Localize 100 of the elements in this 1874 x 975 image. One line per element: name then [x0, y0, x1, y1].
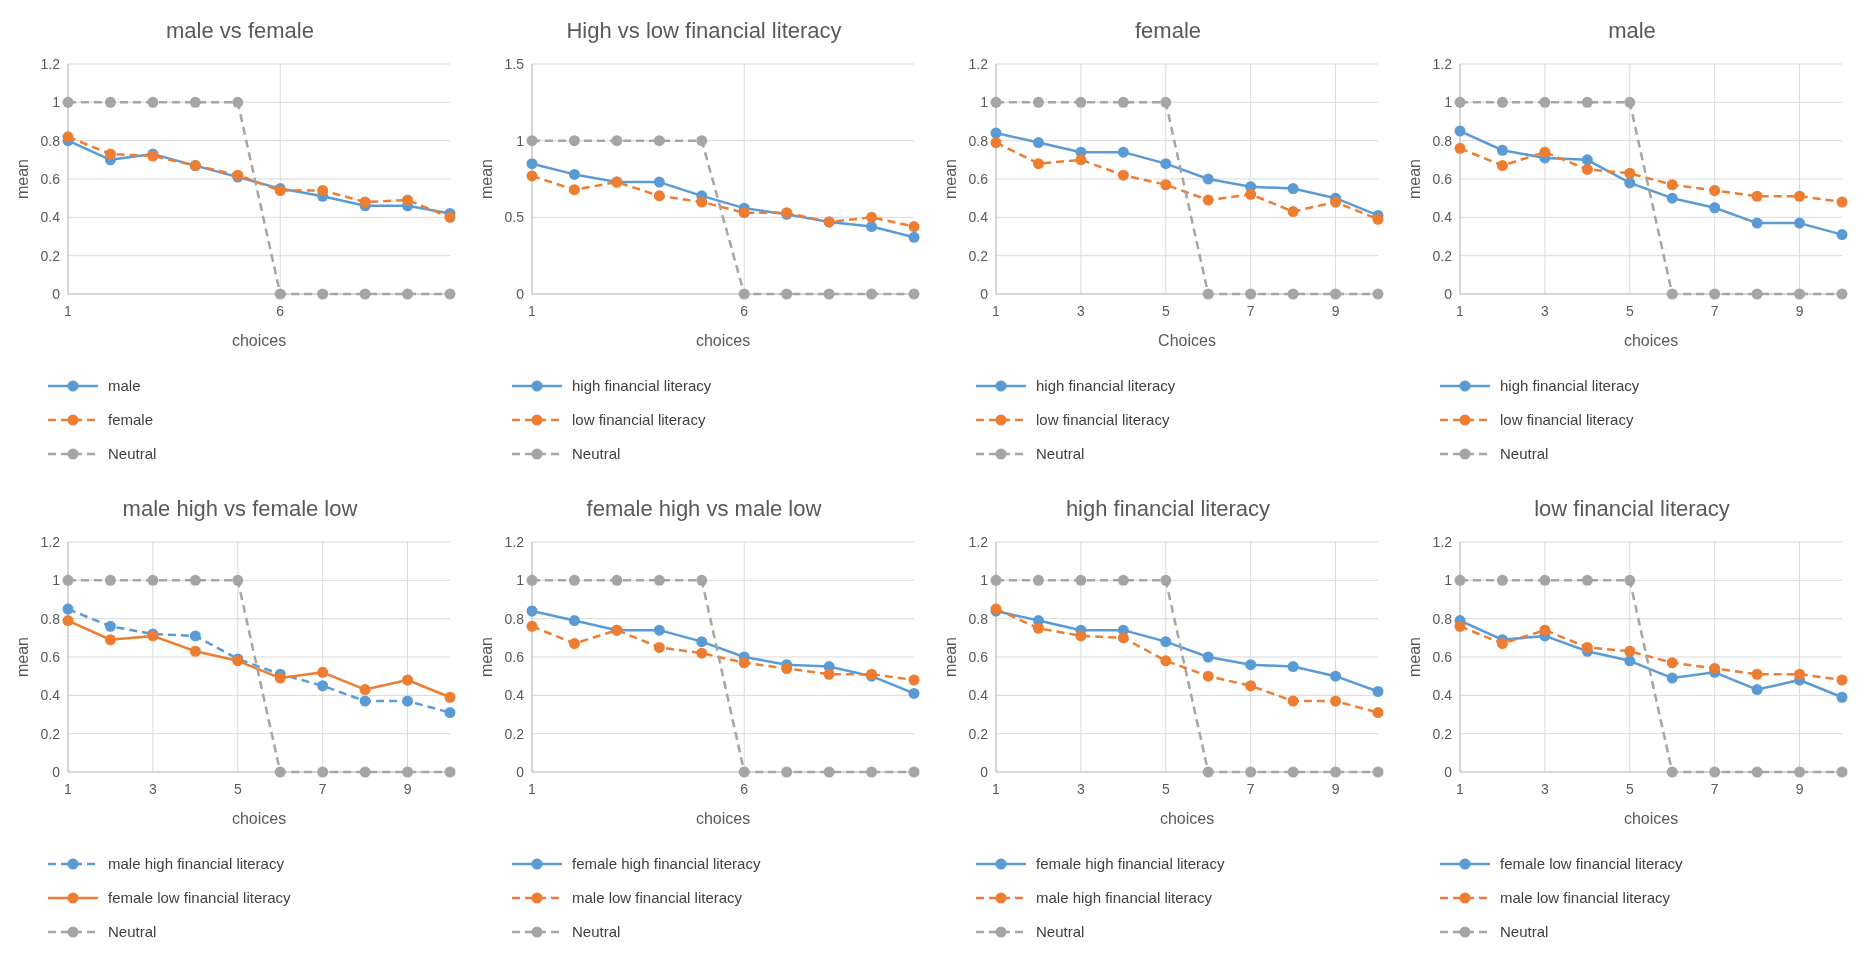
y-tick-label: 0.2: [968, 247, 989, 264]
y-tick-label: 0.5: [504, 209, 525, 226]
y-axis-title: mean: [1406, 158, 1423, 200]
legend-label: high financial literacy: [1036, 377, 1176, 395]
y-tick-label: 0: [516, 285, 525, 302]
y-tick-label: 0.8: [40, 132, 61, 149]
y-axis-title: mean: [942, 158, 959, 200]
x-tick-label: 1: [64, 781, 73, 797]
y-tick-label: 1: [516, 132, 525, 149]
legend-label: Neutral: [1036, 923, 1085, 941]
x-tick-label: 7: [1710, 303, 1719, 319]
x-tick-label: 7: [1710, 781, 1719, 797]
y-tick-label: 0.2: [968, 725, 989, 742]
x-axis-title: choices: [695, 332, 751, 349]
y-tick-label: 0.8: [504, 610, 525, 627]
x-tick-label: 1: [64, 303, 73, 319]
x-axis-title: choices: [1623, 332, 1679, 349]
legend-label: female low financial literacy: [1500, 855, 1684, 873]
y-tick-label: 1: [980, 94, 989, 111]
y-tick-label: 0.6: [1432, 648, 1453, 665]
chart-title: male: [1608, 18, 1656, 43]
legend-label: low financial literacy: [1500, 411, 1634, 429]
x-tick-label: 1: [992, 781, 1001, 797]
x-tick-label: 1: [528, 303, 537, 319]
x-tick-label: 1: [1456, 781, 1465, 797]
y-tick-label: 1: [980, 572, 989, 589]
y-tick-label: 1.2: [40, 55, 61, 72]
y-tick-label: 1: [1444, 572, 1453, 589]
y-tick-label: 0.2: [40, 725, 61, 742]
x-tick-label: 1: [1456, 303, 1465, 319]
y-tick-label: 1.2: [968, 55, 989, 72]
x-tick-label: 9: [1331, 303, 1340, 319]
y-tick-label: 0.4: [504, 687, 525, 704]
x-tick-label: 3: [1540, 781, 1549, 797]
y-tick-label: 0.4: [968, 209, 989, 226]
x-tick-label: 3: [1540, 303, 1549, 319]
x-tick-label: 1: [528, 781, 537, 797]
chart-title: female high vs male low: [586, 496, 822, 521]
y-tick-label: 0.6: [968, 648, 989, 665]
y-tick-label: 0.2: [1432, 247, 1453, 264]
legend-label: female low financial literacy: [108, 889, 292, 907]
legend-label: male high financial literacy: [108, 855, 285, 873]
y-tick-label: 0: [52, 763, 61, 780]
y-tick-label: 1.2: [40, 533, 61, 550]
y-tick-label: 0.4: [1432, 209, 1453, 226]
y-tick-label: 1: [52, 572, 61, 589]
legend-label: male high financial literacy: [1036, 889, 1213, 907]
y-axis-title: mean: [14, 158, 31, 200]
y-tick-label: 1.2: [1432, 533, 1453, 550]
x-axis-title: Choices: [1158, 332, 1216, 349]
y-tick-label: 0.8: [1432, 610, 1453, 627]
y-tick-label: 0.8: [1432, 132, 1453, 149]
y-tick-label: 0.6: [968, 170, 989, 187]
chart-title: male high vs female low: [122, 496, 358, 521]
legend-label: female high financial literacy: [1036, 855, 1225, 873]
x-tick-label: 9: [403, 781, 412, 797]
legend-label: low financial literacy: [1036, 411, 1170, 429]
y-tick-label: 1.2: [504, 533, 525, 550]
y-tick-label: 0.4: [40, 687, 61, 704]
y-tick-label: 0.8: [40, 610, 61, 627]
legend-label: female: [108, 411, 154, 429]
y-tick-label: 0.2: [40, 247, 61, 264]
x-tick-label: 1: [992, 303, 1001, 319]
y-tick-label: 1: [1444, 94, 1453, 111]
legend-label: Neutral: [1500, 923, 1549, 941]
y-tick-label: 0.6: [504, 648, 525, 665]
chart-title: High vs low financial literacy: [566, 18, 842, 43]
x-tick-label: 3: [1076, 303, 1085, 319]
y-axis-title: mean: [478, 158, 495, 200]
y-tick-label: 0.4: [1432, 687, 1453, 704]
x-tick-label: 3: [1076, 781, 1085, 797]
y-tick-label: 1.5: [504, 55, 525, 72]
legend-label: low financial literacy: [572, 411, 706, 429]
y-tick-label: 1: [52, 94, 61, 111]
x-tick-label: 6: [740, 303, 749, 319]
y-axis-title: mean: [1406, 636, 1423, 678]
y-tick-label: 0: [1444, 763, 1453, 780]
legend-label: high financial literacy: [1500, 377, 1640, 395]
x-tick-label: 5: [1625, 303, 1634, 319]
chart-title: female: [1134, 18, 1202, 43]
x-tick-label: 9: [1795, 303, 1804, 319]
legend-label: Neutral: [572, 923, 621, 941]
x-tick-label: 6: [740, 781, 749, 797]
y-tick-label: 0.8: [968, 132, 989, 149]
y-tick-label: 0.8: [968, 610, 989, 627]
y-tick-label: 1.2: [968, 533, 989, 550]
y-axis-title: mean: [14, 636, 31, 678]
x-tick-label: 7: [1246, 303, 1255, 319]
x-tick-label: 6: [276, 303, 285, 319]
y-tick-label: 0.6: [1432, 170, 1453, 187]
x-axis-title: choices: [1623, 810, 1679, 827]
x-tick-label: 3: [148, 781, 157, 797]
y-tick-label: 0: [516, 763, 525, 780]
legend-label: male: [108, 377, 141, 395]
legend-label: Neutral: [572, 445, 621, 463]
x-tick-label: 5: [1625, 781, 1634, 797]
x-axis-title: choices: [695, 810, 751, 827]
y-tick-label: 0.6: [40, 648, 61, 665]
y-tick-label: 0: [980, 285, 989, 302]
y-tick-label: 0.4: [968, 687, 989, 704]
